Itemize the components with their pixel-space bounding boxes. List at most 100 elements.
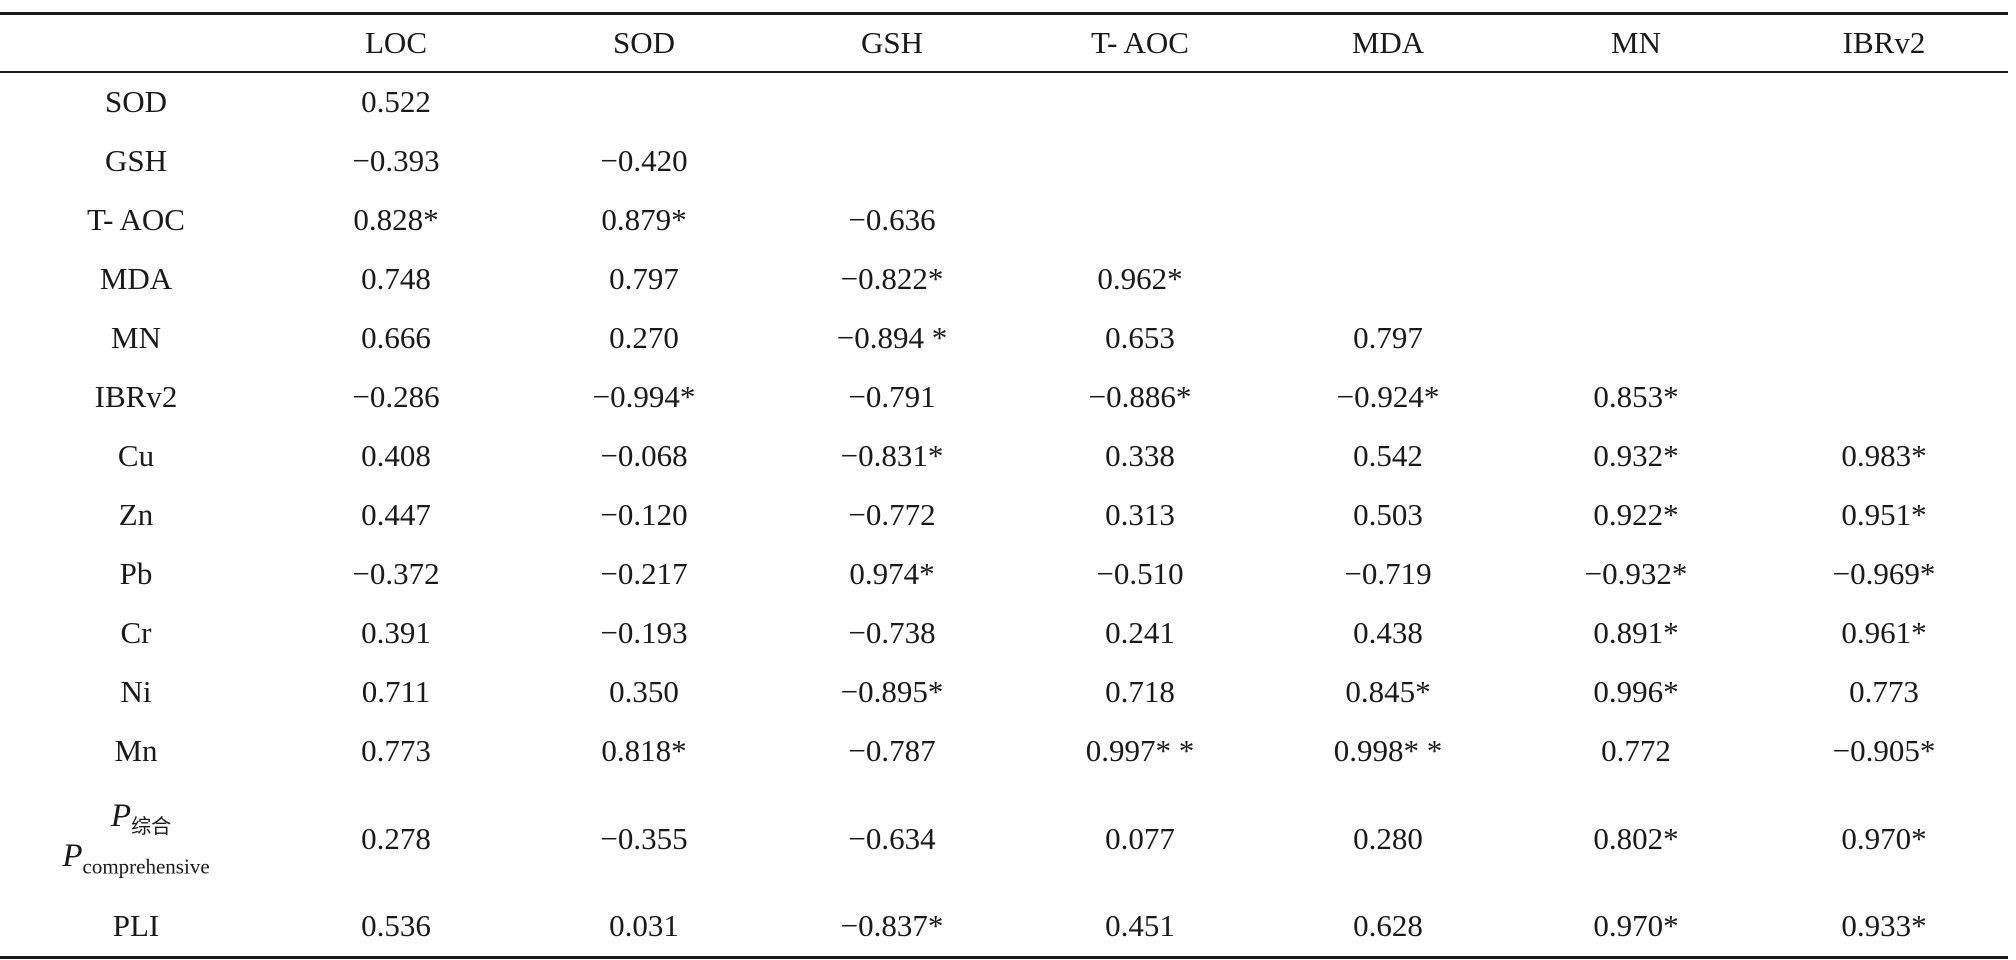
table-row: IBRv2 −0.286 −0.994* −0.791 −0.886* −0.924* 0.… <box>0 368 2008 427</box>
table-cell: 0.983* <box>1841 438 1927 473</box>
table-cell: 0.996* <box>1593 674 1679 709</box>
table-cell: −0.372 <box>352 556 440 591</box>
table-row: Mn 0.773 0.818* −0.787 0.997* * 0.998* * 0.772… <box>0 722 2008 781</box>
table-cell: 0.922* <box>1593 497 1679 532</box>
table-cell: 0.802* <box>1593 820 1679 856</box>
table-cell: −0.894 * <box>836 320 948 355</box>
table-cell: 0.828* <box>353 202 439 237</box>
table-cell: 0.077 <box>1105 820 1175 856</box>
table-cell <box>520 72 768 132</box>
table-row: Cr 0.391 −0.193 −0.738 0.241 0.438 0.891* 0.961… <box>0 604 2008 663</box>
table-cell <box>1264 132 1512 191</box>
table-cell: 0.997* * <box>1085 733 1195 768</box>
table-cell: 0.879* <box>601 202 687 237</box>
header-cell-ibrv2: IBRv2 <box>1760 12 2008 73</box>
table-cell: 0.932* <box>1593 438 1679 473</box>
table-cell: −0.636 <box>848 202 936 237</box>
row-label: Cu <box>117 438 155 473</box>
table-row: T- AOC 0.828* 0.879* −0.636 <box>0 191 2008 250</box>
correlation-table-container: LOC SOD GSH T- AOC MDA MN IBRv2 SOD 0.522… <box>0 12 2008 959</box>
table-cell <box>1760 309 2008 368</box>
table-cell: −0.791 <box>848 379 936 414</box>
table-cell: 0.818* <box>601 733 687 768</box>
table-cell <box>768 132 1016 191</box>
table-cell <box>1760 368 2008 427</box>
table-cell: 0.447 <box>361 497 431 532</box>
table-cell <box>1760 250 2008 309</box>
row-label: MDA <box>99 261 173 296</box>
table-cell: 0.438 <box>1353 615 1423 650</box>
table-cell: 0.962* <box>1097 261 1183 296</box>
header-cell-mda: MDA <box>1264 12 1512 73</box>
header-cell-corner <box>0 12 272 73</box>
header-cell-t-aoc: T- AOC <box>1016 12 1264 73</box>
table-cell: −0.634 <box>848 820 936 856</box>
table-cell: 0.974* <box>849 556 935 591</box>
table-cell: −0.994* <box>592 379 696 414</box>
table-cell: −0.831* <box>840 438 944 473</box>
table-cell: 0.408 <box>361 438 431 473</box>
table-row: PLI 0.536 0.031 −0.837* 0.451 0.628 0.970* 0.93… <box>0 896 2008 959</box>
table-row: MN 0.666 0.270 −0.894 * 0.653 0.797 <box>0 309 2008 368</box>
table-cell <box>1512 250 1760 309</box>
table-cell <box>1016 132 1264 191</box>
table-cell <box>1016 72 1264 132</box>
row-label: MN <box>111 320 161 355</box>
table-cell: 0.772 <box>1601 733 1671 768</box>
table-cell <box>1760 132 2008 191</box>
header-cell-loc: LOC <box>272 12 520 73</box>
table-cell: −0.510 <box>1096 556 1184 591</box>
table-cell: −0.886* <box>1088 379 1192 414</box>
table-cell: −0.969* <box>1832 556 1936 591</box>
table-cell: 0.797 <box>1353 320 1423 355</box>
table-cell: −0.068 <box>600 438 688 473</box>
table-cell: −0.393 <box>352 143 440 178</box>
table-cell <box>1512 191 1760 250</box>
table-cell <box>1760 72 2008 132</box>
table-cell: 0.711 <box>361 674 431 709</box>
table-cell: 0.536 <box>272 896 520 959</box>
table-cell: 0.338 <box>1105 438 1175 473</box>
table-cell <box>1512 309 1760 368</box>
row-label: PLI <box>0 896 272 959</box>
table-cell: 0.933* <box>1760 896 2008 959</box>
p-subscript-en: comprehensive <box>82 854 210 879</box>
table-cell: 0.951* <box>1841 497 1927 532</box>
table-row: GSH −0.393 −0.420 <box>0 132 2008 191</box>
table-row: MDA 0.748 0.797 −0.822* 0.962* <box>0 250 2008 309</box>
table-cell: 0.628 <box>1264 896 1512 959</box>
p-symbol: P <box>110 798 132 835</box>
row-label: Zn <box>118 497 154 532</box>
table-cell: 0.773 <box>1849 674 1919 709</box>
table-cell: −0.193 <box>600 615 688 650</box>
table-cell: 0.718 <box>1105 674 1175 709</box>
row-label: Cr <box>120 615 152 650</box>
table-cell: 0.998* * <box>1333 733 1443 768</box>
table-cell: −0.905* <box>1832 733 1936 768</box>
table-cell: 0.970* <box>1841 820 1927 856</box>
table-cell <box>1264 191 1512 250</box>
table-cell: 0.891* <box>1593 615 1679 650</box>
row-label: IBRv2 <box>94 379 178 414</box>
header-cell-sod: SOD <box>520 12 768 73</box>
table-cell <box>1760 191 2008 250</box>
table-row: SOD 0.522 <box>0 72 2008 132</box>
row-label: P综合 Pcomprehensive <box>0 781 272 897</box>
row-label: SOD <box>104 84 167 119</box>
row-label: Mn <box>114 733 158 768</box>
table-cell <box>1264 72 1512 132</box>
table-cell: −0.932* <box>1584 556 1688 591</box>
row-label: Ni <box>120 674 152 709</box>
table-cell: −0.738 <box>848 615 936 650</box>
p-comprehensive-label: P综合 Pcomprehensive <box>62 798 209 878</box>
table-cell: 0.280 <box>1353 820 1423 856</box>
table-cell: 0.773 <box>361 733 431 768</box>
table-cell: −0.924* <box>1336 379 1440 414</box>
header-cell-mn: MN <box>1512 12 1760 73</box>
table-cell: −0.772 <box>848 497 936 532</box>
table-cell: −0.355 <box>600 820 688 856</box>
row-label: Pb <box>119 556 153 591</box>
correlation-table: LOC SOD GSH T- AOC MDA MN IBRv2 SOD 0.522… <box>0 12 2008 959</box>
table-cell: 0.031 <box>520 896 768 959</box>
table-cell <box>1264 250 1512 309</box>
